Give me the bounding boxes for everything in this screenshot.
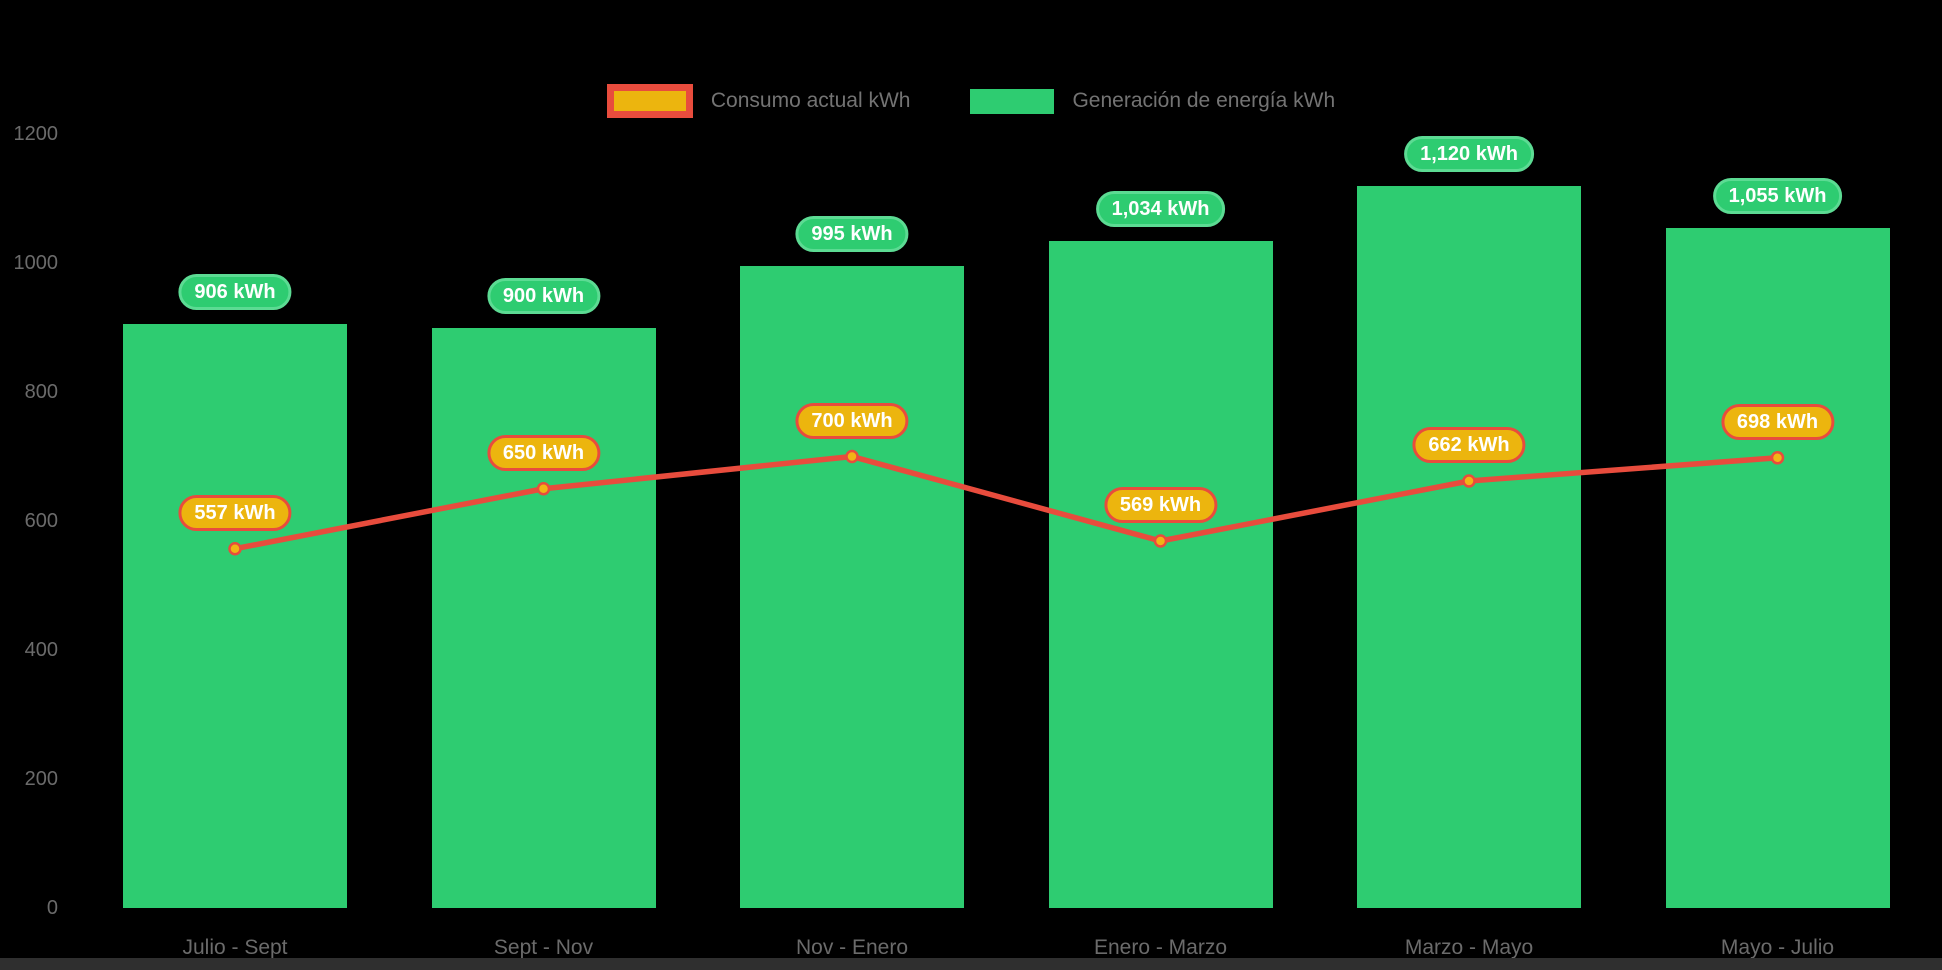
y-axis-tick-label: 1200 [13,123,59,145]
consumo-swatch-icon [606,84,693,118]
x-axis-label: Marzo - Mayo [1404,936,1534,959]
x-axis-label: Sept - Nov [493,936,594,959]
generation-value-pill: 1,034 kWh [1095,191,1226,228]
legend-item-consumo[interactable]: Consumo actual kWh [606,84,911,118]
consumption-value-pill: 662 kWh [1412,427,1526,463]
generation-value-pill: 1,055 kWh [1712,177,1843,214]
legend-item-generacion[interactable]: Generación de energía kWh [970,88,1336,114]
y-axis-tick-label: 1000 [13,252,59,274]
consumption-point[interactable] [536,482,551,496]
consumption-value-pill: 698 kWh [1720,403,1835,440]
y-axis-tick-label: 0 [46,897,58,919]
consumption-point[interactable] [845,449,859,464]
x-axis-label: Mayo - Julio [1720,936,1835,959]
y-axis-tick-label: 400 [24,639,58,661]
consumption-value-pill: 700 kWh [795,402,909,439]
consumption-point[interactable] [1770,451,1785,465]
generation-bar[interactable] [1357,185,1581,908]
consumption-point[interactable] [1153,534,1168,548]
generation-value-pill: 900 kWh [486,277,601,314]
generacion-swatch-icon [970,88,1055,114]
x-axis-label: Nov - Enero [795,936,909,959]
x-axis-label: Enero - Marzo [1093,936,1228,959]
consumption-value-pill: 557 kWh [178,494,292,531]
legend-label-consumo: Consumo actual kWh [710,89,911,112]
consumption-line [234,453,1778,552]
consumption-point[interactable] [228,541,242,556]
bottom-strip [0,958,1942,970]
y-axis-tick-label: 200 [24,768,58,790]
consumption-value-pill: 569 kWh [1103,486,1218,523]
generation-bar[interactable] [1048,241,1273,908]
generation-value-pill: 995 kWh [795,216,909,253]
x-axis-label: Julio - Sept [182,936,288,959]
generation-value-pill: 906 kWh [178,273,292,310]
consumption-point[interactable] [1462,474,1476,488]
legend-label-generacion: Generación de energía kWh [1072,89,1336,112]
generation-bar[interactable] [740,266,964,908]
consumption-value-pill: 650 kWh [486,434,601,471]
generation-bar[interactable] [1665,227,1890,908]
y-axis-tick-label: 600 [24,510,58,532]
legend: Consumo actual kWh Generación de energía… [0,84,1942,118]
generation-value-pill: 1,120 kWh [1404,135,1534,172]
y-axis-tick-label: 800 [24,381,58,403]
generation-bar[interactable] [431,327,656,908]
generation-bar[interactable] [123,323,347,908]
